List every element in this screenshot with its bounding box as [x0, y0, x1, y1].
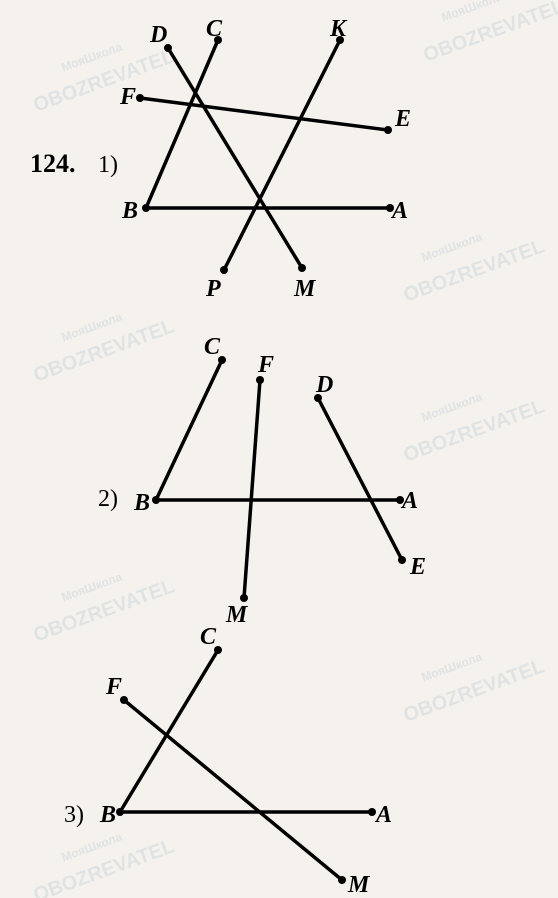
segment-D-E	[318, 398, 402, 560]
subproblem-label-3: 3)	[64, 802, 84, 828]
label-F: F	[105, 674, 122, 700]
geometry-canvas: 124. D C K F E B A P M 1) C F D B A E M 2) C F B A M 3)	[0, 0, 558, 898]
label-F: F	[257, 352, 274, 378]
label-P: P	[205, 276, 221, 302]
segment-B-C	[146, 40, 218, 208]
segment-F-M	[244, 380, 260, 598]
point-F	[136, 94, 144, 102]
subproblem-label-2: 2)	[98, 486, 118, 512]
label-F: F	[119, 84, 136, 110]
point-M	[338, 876, 346, 884]
label-M: M	[347, 872, 371, 898]
point-B	[142, 204, 150, 212]
label-C: C	[204, 334, 221, 360]
diagram-2: C F D B A E M 2)	[98, 334, 426, 628]
diagram-3: C F B A M 3)	[64, 624, 392, 898]
label-A: A	[390, 198, 408, 224]
label-B: B	[133, 490, 150, 516]
point-P	[220, 266, 228, 274]
label-M: M	[225, 602, 249, 628]
segment-F-E	[140, 98, 388, 130]
label-D: D	[315, 372, 333, 398]
point-M	[240, 594, 248, 602]
problem-number: 124.	[30, 149, 76, 178]
label-B: B	[99, 802, 116, 828]
point-A	[368, 808, 376, 816]
segment-B-C	[156, 360, 222, 500]
label-A: A	[374, 802, 392, 828]
label-C: C	[200, 624, 217, 650]
point-M	[298, 264, 306, 272]
diagram-1: D C K F E B A P M 1)	[98, 16, 411, 302]
label-D: D	[149, 22, 167, 48]
label-C: C	[206, 16, 223, 42]
point-E	[398, 556, 406, 564]
segment-F-M	[124, 700, 342, 880]
label-E: E	[394, 106, 411, 132]
label-M: M	[293, 276, 317, 302]
label-K: K	[329, 16, 348, 42]
label-E: E	[409, 554, 426, 580]
point-B	[116, 808, 124, 816]
point-E	[384, 126, 392, 134]
segment-B-C	[120, 650, 218, 812]
label-B: B	[121, 198, 138, 224]
point-B	[152, 496, 160, 504]
label-A: A	[400, 488, 418, 514]
subproblem-label-1: 1)	[98, 152, 118, 178]
